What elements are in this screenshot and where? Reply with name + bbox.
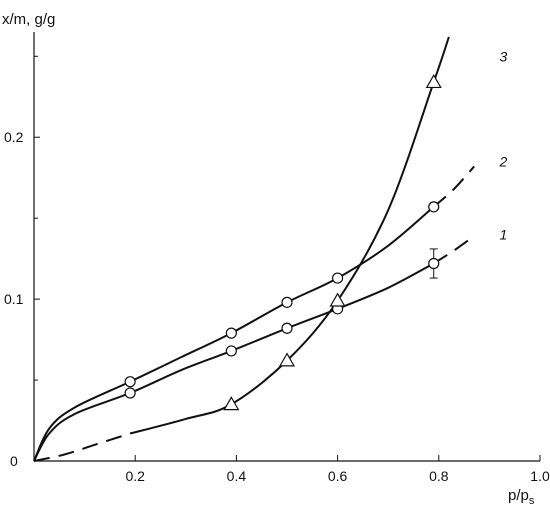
x-axis-title-main: p/p	[508, 487, 529, 504]
x-tick-label: 0.8	[429, 468, 449, 484]
curve-1-point	[225, 345, 237, 357]
curve-group	[33, 36, 475, 462]
y-tick-label: 0.1	[4, 291, 24, 307]
curve-3-point	[425, 73, 442, 89]
curve-1-dashed-line	[433, 235, 475, 265]
y-axis-title: x/m, g/g	[2, 11, 55, 28]
curve-2-point	[124, 376, 136, 388]
curve-1-point	[281, 322, 293, 334]
curve-label-3: 3	[500, 48, 508, 64]
x-tick-label: 1.0	[530, 468, 550, 484]
curve-label-2: 2	[499, 154, 508, 170]
curve-2-point	[332, 272, 344, 284]
curve-3-dashed-line	[33, 432, 131, 462]
marker-group	[124, 73, 442, 411]
curve-1-point	[428, 257, 440, 270]
curve-2-point	[428, 201, 440, 213]
x-tick-label: 0.6	[328, 468, 348, 484]
origin-label: 0	[10, 453, 18, 469]
x-axis-title: p/ps	[508, 487, 535, 507]
curve-2-dashed-line	[433, 165, 475, 208]
curve-label-group: 1 2 3	[499, 48, 508, 242]
curve-2-point	[281, 296, 293, 308]
curve-2-line	[33, 206, 435, 462]
curve-3-point	[329, 292, 346, 307]
curve-1-line	[33, 262, 435, 462]
curve-label-1: 1	[500, 226, 508, 242]
curve-1-point	[124, 387, 136, 399]
curve-2-point	[225, 327, 237, 339]
x-axis-title-subscript: s	[529, 495, 535, 507]
x-tick-label: 0.2	[125, 468, 145, 484]
tick-group: 0.2 0.4 0.6 0.8 1.0 0.1 0.2	[4, 55, 550, 484]
y-tick-label: 0.2	[4, 129, 24, 145]
axes	[33, 32, 540, 462]
x-tick-label: 0.4	[227, 468, 247, 484]
curve-3-line	[129, 36, 450, 435]
curve-3-point	[223, 396, 240, 411]
curve-3-point	[278, 352, 296, 367]
